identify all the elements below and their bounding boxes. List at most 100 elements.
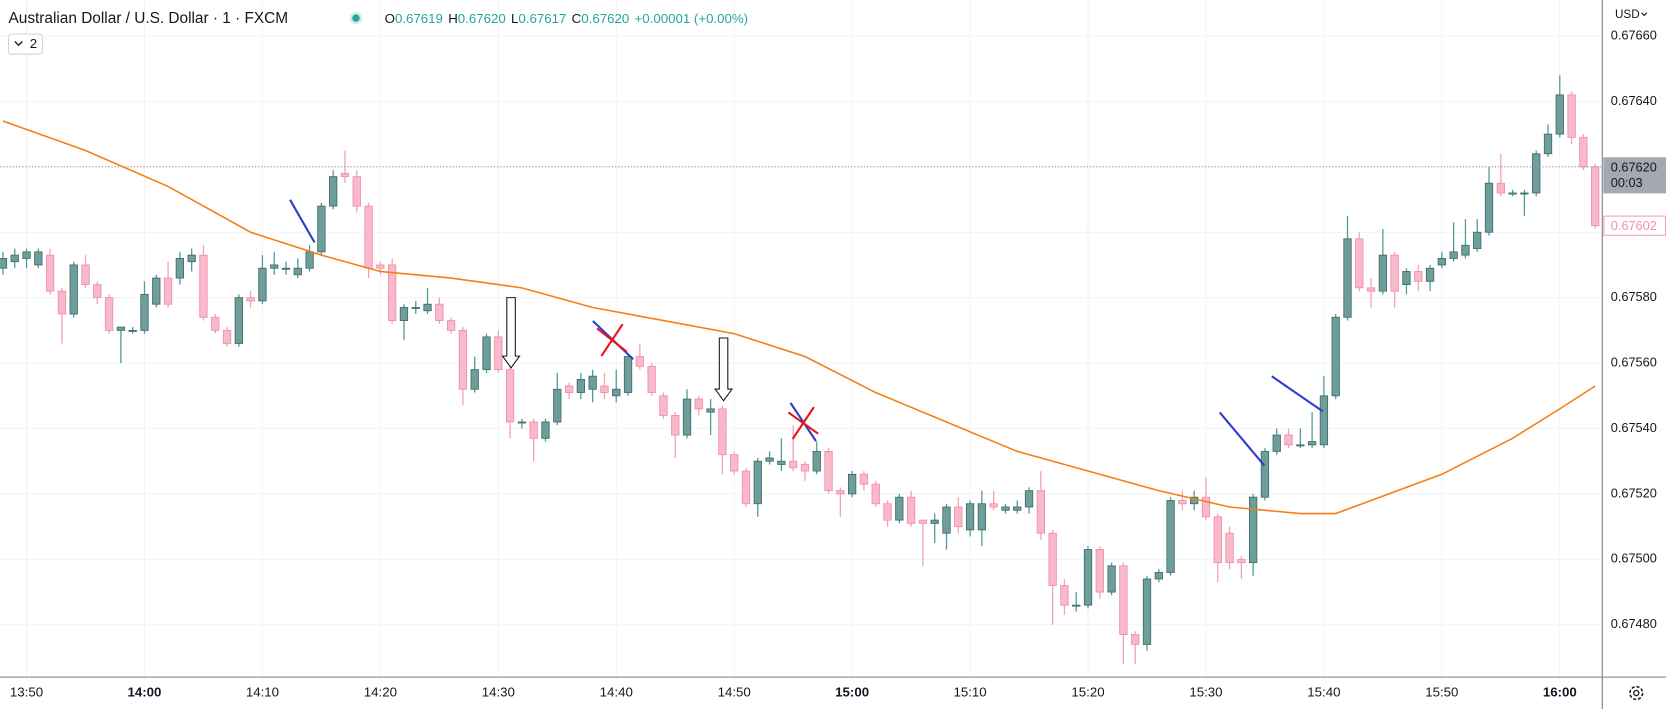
y-tick-label: 0.67640: [1611, 93, 1657, 108]
candle-body: [989, 503, 998, 508]
candle-body: [576, 379, 586, 393]
y-tick-label: 0.67560: [1611, 354, 1657, 369]
candle-body: [1366, 287, 1376, 292]
candle-body: [329, 176, 338, 207]
candle-body: [388, 264, 397, 321]
trend-line: [1218, 411, 1266, 467]
candle-body: [1060, 585, 1069, 606]
ohlc-key: O: [385, 11, 395, 26]
gear[interactable]: [1629, 685, 1644, 701]
symbol-title: Australian Dollar / U.S. Dollar · 1 · FX…: [9, 10, 289, 27]
candle-body: [553, 388, 562, 423]
trend-line: [289, 199, 316, 243]
candle-body: [1508, 192, 1517, 195]
candle-body: [140, 293, 149, 331]
x-tick-label: 16:00: [1543, 685, 1577, 700]
candle-body: [741, 470, 751, 505]
candle-body: [635, 356, 644, 367]
x-tick-label: 14:50: [718, 685, 751, 700]
candle-body: [340, 172, 350, 178]
candle-body: [895, 496, 904, 521]
last-price-tag: [1603, 157, 1666, 194]
candle-body: [1343, 238, 1352, 318]
y-tick-label: 0.67540: [1611, 420, 1657, 435]
candle-body: [1107, 565, 1116, 593]
candle-body: [270, 264, 279, 269]
candle-body: [1083, 549, 1093, 606]
candle-body: [789, 460, 798, 469]
prev-price-tag: [1603, 215, 1666, 236]
candle-body: [824, 450, 833, 492]
candle-body: [505, 369, 515, 423]
candle-body: [647, 365, 656, 393]
candle-body: [918, 519, 928, 524]
candle-body: [470, 369, 479, 390]
ohlc-value: 0.67617: [518, 11, 566, 26]
candle-body: [1319, 395, 1329, 446]
x-tick-label: 15:20: [1071, 685, 1104, 700]
cross-mark: [600, 323, 624, 357]
candle-body: [163, 277, 173, 305]
candle-body: [753, 460, 762, 505]
axis-labels: 0.67480 0.67500 0.67520 0.67540 0.67560 0.675…: [10, 27, 1666, 700]
candle-body: [281, 267, 291, 270]
candle-body: [1284, 434, 1293, 446]
candle-body: [800, 464, 810, 472]
candle-body: [1036, 490, 1045, 534]
candle-body: [671, 415, 680, 436]
x-tick-label: 13:50: [10, 685, 43, 700]
candle-body: [847, 473, 857, 495]
settings[interactable]: [1629, 685, 1644, 701]
candle-body: [364, 205, 373, 269]
button[interactable]: [7, 33, 44, 55]
candle-body: [104, 297, 114, 331]
ohlc-key: L: [511, 11, 518, 26]
y-tick-label: 0.67660: [1611, 27, 1657, 42]
candle-body: [871, 483, 880, 505]
gear-hub: [1633, 689, 1640, 697]
trend-line: [1271, 375, 1324, 413]
candle-body: [1437, 257, 1446, 266]
ohlc-legend: O0.67619 H0.67620 L0.67617 C0.67620 +0.00001…: [385, 11, 748, 26]
x-tick-label: 15:40: [1307, 685, 1340, 700]
candle-body: [954, 506, 963, 528]
y-tick-label: 0.67580: [1611, 289, 1657, 304]
candle-body: [588, 375, 597, 390]
candle-body: [517, 421, 527, 424]
candle-body: [718, 408, 727, 456]
change: +0.00001 (+0.00%): [635, 11, 749, 26]
currency[interactable]: USD: [1615, 8, 1640, 21]
candle-body: [730, 454, 739, 472]
candle-body: [1591, 166, 1600, 227]
candle-body: [293, 267, 302, 276]
candle-body: [34, 251, 43, 266]
indicator-toggle[interactable]: 2: [7, 33, 44, 55]
ohlc-key: H: [448, 11, 458, 26]
candle-body: [1119, 565, 1128, 636]
candle-body: [93, 284, 102, 299]
candle-body: [706, 408, 715, 413]
candle-body: [1402, 271, 1411, 286]
candle-body: [965, 503, 975, 531]
candle-body: [1131, 634, 1140, 645]
drawings: [289, 199, 1324, 467]
chevron: [1641, 12, 1648, 17]
candle-body: [529, 421, 538, 439]
time-axis: [0, 677, 1666, 709]
candle-body: [446, 320, 456, 331]
candle-body: [0, 257, 8, 269]
candle-body: [211, 316, 220, 331]
candle-body: [1579, 136, 1588, 168]
candle-body: [399, 307, 409, 321]
countdown: 00:03: [1611, 175, 1643, 190]
candle-body: [812, 450, 821, 472]
cross-mark: [791, 406, 815, 440]
candle-body: [494, 336, 503, 371]
currency-menu[interactable]: USD: [1615, 8, 1648, 21]
arrow-down: [501, 297, 521, 369]
candle-body: [765, 457, 774, 462]
ohlc-value: 0.67620: [458, 11, 506, 26]
candle-body: [1072, 604, 1081, 607]
candle-body: [175, 257, 185, 279]
